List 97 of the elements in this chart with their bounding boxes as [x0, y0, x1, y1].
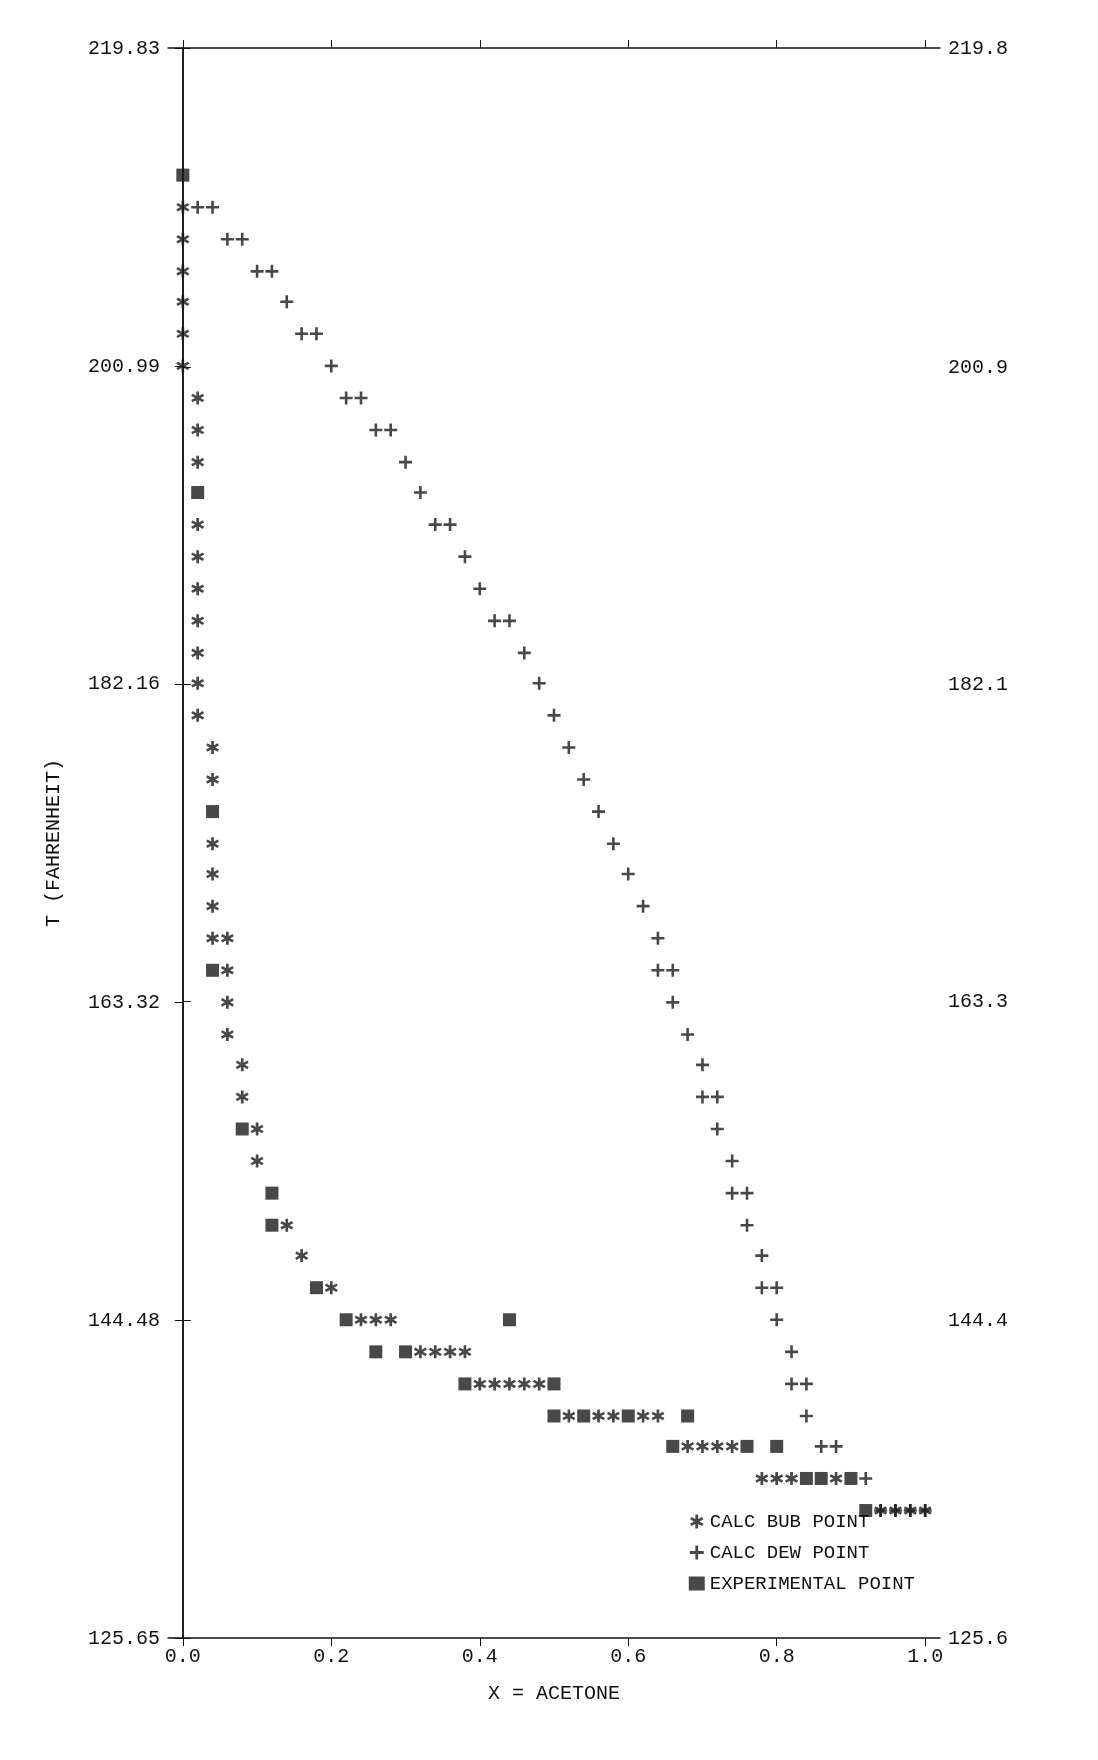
point	[206, 200, 220, 214]
point	[250, 264, 264, 278]
point	[844, 1471, 858, 1485]
point	[755, 1249, 769, 1263]
point	[473, 582, 487, 596]
point	[799, 1377, 813, 1391]
y-tick-label: 144.48	[87, 1308, 160, 1332]
point	[488, 614, 502, 628]
point	[309, 1281, 323, 1295]
point	[666, 995, 680, 1009]
x-tick-label: 0.0	[164, 1644, 201, 1668]
y-tick-label: 219.83	[87, 36, 160, 60]
point	[295, 327, 309, 341]
y-axis-title: T (FAHRENHEIT)	[41, 758, 65, 928]
point	[280, 295, 294, 309]
point	[755, 1281, 769, 1295]
point	[651, 931, 665, 945]
x-tick-label: 0.4	[461, 1644, 498, 1668]
point	[740, 1439, 754, 1453]
point	[235, 232, 249, 246]
point	[399, 1345, 413, 1359]
point	[592, 805, 606, 819]
point	[458, 550, 472, 564]
point	[324, 359, 338, 373]
point	[502, 1313, 516, 1327]
point	[265, 264, 279, 278]
y2-tick-label: 125.6	[948, 1626, 1009, 1650]
y-tick-label: 200.99	[87, 354, 160, 378]
point	[799, 1471, 813, 1485]
y2-tick-label: 182.1	[948, 672, 1009, 696]
point	[666, 1439, 680, 1453]
point	[621, 867, 635, 881]
point	[413, 486, 427, 500]
y2-tick-label: 144.4	[948, 1309, 1009, 1333]
point	[888, 1504, 902, 1518]
point	[309, 327, 323, 341]
y-tick-label: 163.32	[87, 990, 160, 1014]
point	[695, 1058, 709, 1072]
point	[666, 963, 680, 977]
x-tick-label: 0.6	[610, 1644, 647, 1668]
legend-label: CALC DEW POINT	[709, 1541, 870, 1564]
point	[191, 200, 205, 214]
point	[532, 676, 546, 690]
point	[547, 1377, 561, 1391]
point	[681, 1027, 695, 1041]
y2-tick-label: 200.9	[948, 355, 1009, 379]
point	[206, 805, 220, 819]
point	[220, 232, 234, 246]
x-tick-label: 1.0	[907, 1644, 944, 1668]
point	[577, 1409, 591, 1423]
point	[191, 486, 205, 500]
point	[458, 1377, 472, 1391]
point	[384, 423, 398, 437]
point	[710, 1090, 724, 1104]
point	[770, 1439, 784, 1453]
y-tick-label: 125.65	[87, 1626, 160, 1650]
point	[399, 455, 413, 469]
point	[265, 1186, 279, 1200]
point	[206, 963, 220, 977]
point	[339, 1313, 353, 1327]
point	[710, 1122, 724, 1136]
x-tick-label: 0.8	[758, 1644, 795, 1668]
point	[695, 1090, 709, 1104]
point	[681, 1409, 695, 1423]
legend-label: CALC BUB POINT	[709, 1510, 870, 1533]
y2-tick-label: 163.3	[948, 990, 1009, 1014]
x-tick-label: 0.2	[313, 1644, 350, 1668]
point	[547, 708, 561, 722]
point	[606, 837, 620, 851]
point	[829, 1439, 843, 1453]
y2-tick-label: 219.8	[948, 36, 1009, 60]
point	[770, 1281, 784, 1295]
point	[740, 1218, 754, 1232]
x-axis-title: X = ACETONE	[487, 1681, 621, 1705]
point	[428, 518, 442, 532]
point	[859, 1471, 873, 1485]
point	[814, 1439, 828, 1453]
point	[369, 1345, 383, 1359]
point	[621, 1409, 635, 1423]
point	[547, 1409, 561, 1423]
point	[918, 1504, 932, 1518]
point	[502, 614, 516, 628]
point	[517, 646, 531, 660]
point	[770, 1313, 784, 1327]
point	[176, 168, 190, 182]
point	[785, 1377, 799, 1391]
point	[785, 1345, 799, 1359]
point	[799, 1409, 813, 1423]
point	[265, 1218, 279, 1232]
point	[651, 963, 665, 977]
y-tick-label: 182.16	[87, 672, 160, 696]
point	[443, 518, 457, 532]
point	[577, 773, 591, 787]
legend-label: EXPERIMENTAL POINT	[709, 1572, 915, 1595]
point	[814, 1471, 828, 1485]
point	[562, 740, 576, 754]
point	[235, 1122, 249, 1136]
